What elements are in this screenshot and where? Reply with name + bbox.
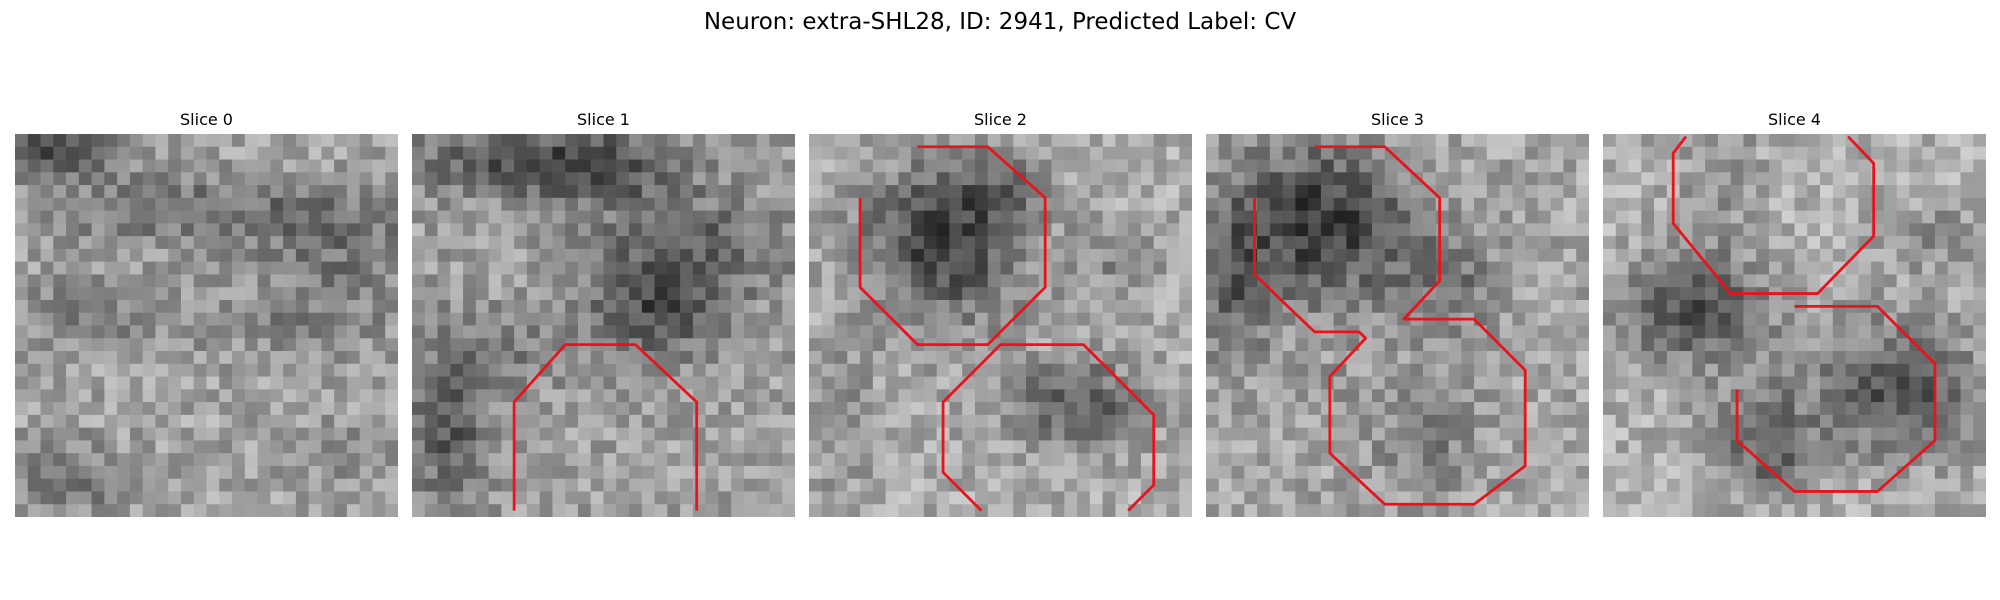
- slice-title: Slice 3: [1371, 110, 1424, 129]
- slice-image: [15, 134, 398, 517]
- slice-title: Slice 4: [1768, 110, 1821, 129]
- slice-image: [1206, 134, 1589, 517]
- slice-image: [809, 134, 1192, 517]
- slice-image: [1603, 134, 1986, 517]
- segmentation-contour: [1671, 135, 1876, 295]
- slice-title: Slice 1: [577, 110, 630, 129]
- figure-title: Neuron: extra-SHL28, ID: 2941, Predicted…: [703, 9, 1297, 35]
- slice-title: Slice 2: [974, 110, 1027, 129]
- segmentation-contour: [941, 343, 1156, 512]
- segmentation-contour: [512, 343, 699, 511]
- slice-image: [412, 134, 795, 517]
- segmentation-contour: [858, 145, 1047, 347]
- segmentation-contour: [1735, 304, 1937, 493]
- segmentation-contour: [1253, 145, 1527, 506]
- slice-title: Slice 0: [180, 110, 233, 129]
